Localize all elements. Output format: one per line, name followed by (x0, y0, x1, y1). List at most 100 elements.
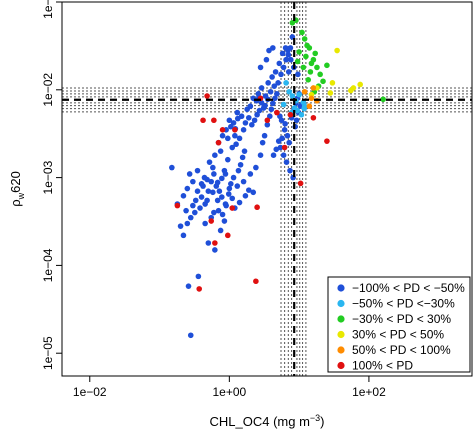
point-s0-159 (234, 115, 241, 122)
legend-marker-4 (337, 346, 345, 354)
point-s5-18 (310, 114, 317, 121)
point-s3-3 (334, 47, 340, 54)
legend-label-2: −30% < PD < 30% (352, 312, 451, 326)
point-s2-15 (324, 62, 330, 69)
point-s0-46 (235, 167, 242, 174)
point-s0-87 (272, 69, 279, 75)
point-s0-43 (225, 191, 232, 197)
point-s0-105 (277, 144, 284, 151)
data-points (62, 2, 472, 376)
point-s0-49 (241, 148, 248, 154)
point-s2-20 (380, 96, 386, 103)
point-s0-97 (254, 111, 260, 118)
point-s0-53 (215, 207, 222, 214)
point-s0-153 (295, 71, 301, 78)
point-s0-76 (272, 95, 278, 102)
point-s2-21 (300, 64, 307, 71)
point-s0-6 (194, 167, 201, 174)
point-s5-7 (212, 240, 218, 246)
point-s0-79 (278, 71, 284, 78)
point-s0-65 (234, 183, 241, 189)
point-s0-88 (276, 60, 283, 67)
legend-marker-5 (337, 361, 345, 370)
point-s5-11 (253, 278, 259, 285)
point-s3-1 (357, 81, 363, 88)
point-s0-47 (237, 161, 244, 168)
point-s0-72 (264, 121, 271, 128)
point-s5-1 (200, 117, 206, 124)
point-s0-60 (185, 283, 192, 289)
point-s0-9 (205, 188, 212, 195)
point-s0-75 (270, 100, 276, 107)
point-s3-5 (327, 90, 334, 96)
point-s0-81 (283, 56, 289, 63)
point-s0-129 (250, 189, 257, 196)
point-s4-2 (306, 103, 313, 110)
point-s0-93 (267, 88, 274, 95)
point-s5-8 (229, 205, 236, 211)
point-s0-154 (285, 69, 292, 75)
point-s0-1 (177, 223, 184, 229)
point-s0-91 (258, 85, 265, 91)
point-s5-6 (208, 218, 215, 224)
point-s2-11 (296, 49, 302, 55)
point-s0-66 (240, 178, 247, 185)
point-s0-150 (285, 47, 291, 54)
point-s0-127 (242, 193, 249, 199)
point-s0-36 (236, 135, 243, 142)
point-s0-108 (287, 167, 293, 174)
point-s0-69 (257, 152, 264, 158)
point-s5-5 (174, 202, 181, 209)
point-s0-39 (245, 114, 252, 121)
point-s0-33 (224, 156, 231, 163)
point-s0-137 (201, 174, 208, 181)
point-s2-5 (306, 45, 313, 51)
point-s0-77 (274, 91, 280, 97)
point-s0-74 (268, 106, 275, 113)
legend-box (327, 276, 471, 373)
point-s0-139 (190, 202, 196, 209)
point-s0-58 (212, 247, 218, 253)
point-s0-128 (245, 187, 252, 193)
x-axis: 1e−02 1e+00 1e+02 (73, 376, 386, 399)
point-s0-102 (281, 127, 288, 133)
point-s0-138 (192, 197, 199, 204)
point-s0-57 (229, 195, 236, 202)
point-s2-2 (299, 29, 305, 36)
point-s0-23 (226, 117, 233, 124)
point-s0-132 (214, 179, 221, 186)
point-s5-4 (215, 139, 222, 146)
y-tick-label-0: 1e−05 (41, 336, 55, 370)
legend-label-4: 50% < PD < 100% (352, 343, 451, 357)
point-s0-114 (282, 120, 288, 127)
point-s0-80 (280, 64, 287, 71)
point-s0-48 (239, 154, 246, 161)
point-s0-20 (217, 148, 224, 154)
point-s0-106 (280, 152, 287, 158)
point-s5-9 (254, 204, 260, 211)
x-tick-label-0: 1e−02 (73, 385, 107, 399)
point-s1-2 (289, 93, 296, 99)
point-s4-4 (310, 85, 317, 91)
legend: −100% < PD < −50% −50% < PD <−30%−30% < P… (327, 276, 471, 373)
point-s0-130 (204, 197, 210, 204)
point-s0-40 (214, 197, 221, 204)
point-s0-126 (236, 199, 243, 206)
point-s0-56 (226, 185, 233, 192)
point-s0-44 (228, 180, 234, 187)
point-s0-133 (219, 175, 225, 182)
point-s0-98 (256, 107, 263, 114)
point-s0-41 (219, 194, 225, 200)
point-s0-140 (180, 193, 187, 199)
point-s5-17 (224, 232, 231, 239)
point-s0-94 (271, 83, 278, 89)
point-s2-14 (307, 69, 314, 75)
point-s0-141 (184, 185, 191, 192)
point-s0-158 (224, 135, 231, 142)
point-s0-61 (187, 332, 194, 339)
point-s0-163 (262, 102, 268, 109)
point-s0-0 (169, 164, 175, 171)
point-s3-4 (329, 80, 336, 86)
point-s0-52 (211, 209, 217, 216)
x-axis-title: CHL_OC4 (mg m−3) (209, 413, 324, 429)
